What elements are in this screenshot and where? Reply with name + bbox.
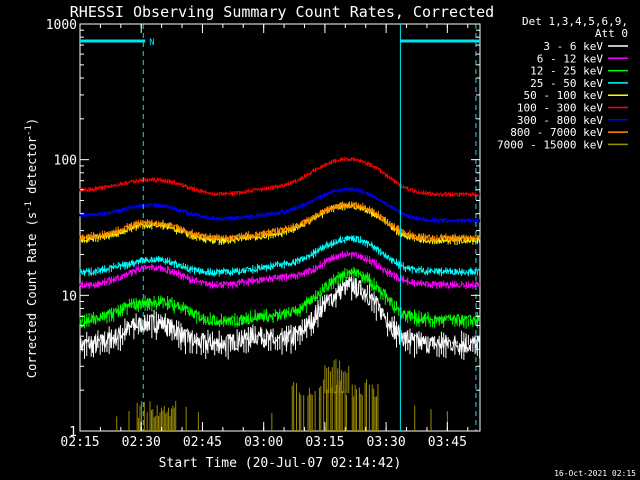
y-tick-label: 10 xyxy=(61,289,77,304)
legend-item-label: 7000 - 15000 keV xyxy=(497,138,603,151)
series-7000-15000-kev-band xyxy=(116,358,448,431)
legend-item-label: 12 - 25 keV xyxy=(530,65,603,78)
y-axis-label: Corrected Count Rate (s-1 detector-1) xyxy=(24,118,39,378)
x-tick-label: 02:30 xyxy=(122,435,161,450)
y-axis-label-end: ) xyxy=(25,118,39,125)
x-tick-label: 03:15 xyxy=(305,435,344,450)
legend-header: Det 1,3,4,5,6,9, xyxy=(522,15,628,28)
series-layer xyxy=(79,156,481,431)
x-tick-label: 03:45 xyxy=(428,435,467,450)
legend-header: Att 0 xyxy=(595,27,628,40)
legend-item-label: 3 - 6 keV xyxy=(543,40,603,53)
series-12-25-keV xyxy=(79,266,481,329)
series-100-300-keV xyxy=(79,156,481,198)
y-tick-label: 100 xyxy=(54,154,77,169)
y-tick-label: 1 xyxy=(69,425,77,440)
plot-frame xyxy=(79,23,481,432)
x-tick-label: 03:30 xyxy=(367,435,406,450)
y-axis-label-mid: detector xyxy=(25,136,39,201)
legend-item-label: 300 - 800 keV xyxy=(517,114,603,127)
y-tick-label: 1000 xyxy=(46,18,77,33)
legend-item-label: 50 - 100 keV xyxy=(524,89,604,102)
series-800-7000-keV xyxy=(79,201,481,243)
x-tick-label: 02:15 xyxy=(60,435,99,450)
y-axis-label-sup1: -1 xyxy=(24,201,34,212)
series-3-6-keV xyxy=(79,272,481,363)
y-axis-label-sup2: -1 xyxy=(24,125,34,136)
legend-item-label: 6 - 12 keV xyxy=(537,52,604,65)
series-300-800-keV xyxy=(79,186,481,225)
y-axis-label-main: Corrected Count Rate (s xyxy=(25,212,39,378)
legend-item-label: 100 - 300 keV xyxy=(517,102,603,115)
flag-label: N xyxy=(149,38,154,48)
series-25-50-keV xyxy=(79,234,481,277)
flag-layer: N xyxy=(80,24,480,431)
legend-item-label: 800 - 7000 keV xyxy=(510,126,603,139)
x-axis-label: Start Time (20-Jul-07 02:14:42) xyxy=(159,456,402,471)
x-tick-label: 02:45 xyxy=(183,435,222,450)
plot-border xyxy=(79,23,481,432)
legend-item-label: 25 - 50 keV xyxy=(530,77,603,90)
footer-date: 16-Oct-2021 02:15 xyxy=(554,469,636,478)
axes-layer: 1 10 100 1000 02:15 02:30 02:45 03:00 03:15 03:30… xyxy=(46,18,480,450)
chart-title: RHESSI Observing Summary Count Rates, Co… xyxy=(70,3,494,21)
series-line xyxy=(79,186,481,225)
x-tick-label: 03:00 xyxy=(244,435,283,450)
series-6-12-keV xyxy=(79,250,481,290)
